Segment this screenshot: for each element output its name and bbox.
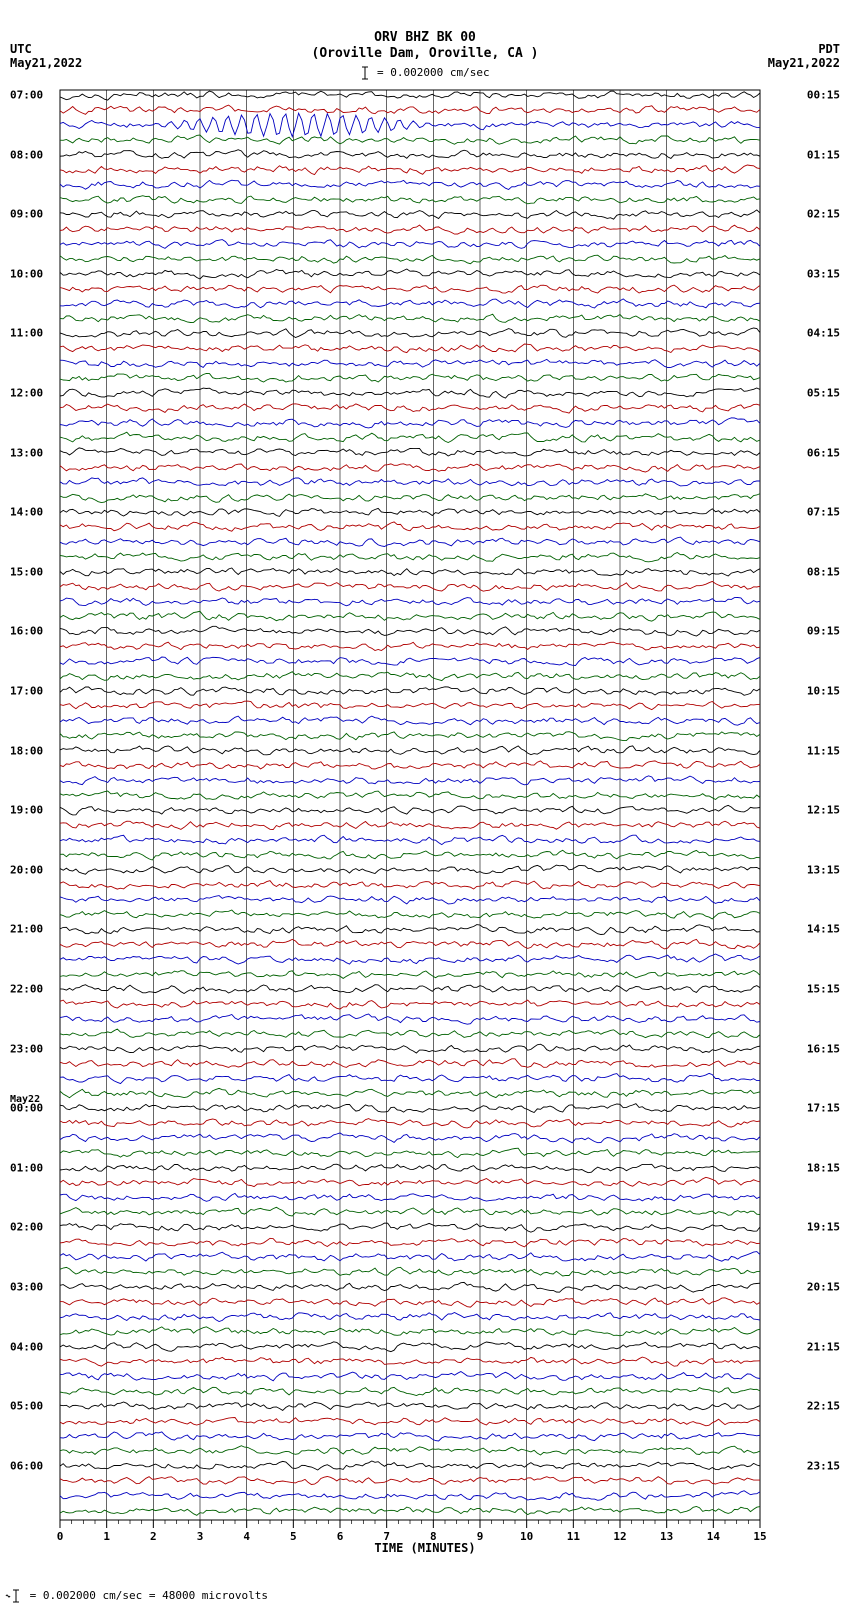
pdt-time-label: 22:15 bbox=[807, 1400, 840, 1413]
utc-time-label: 14:00 bbox=[10, 506, 43, 519]
pdt-time-label: 01:15 bbox=[807, 148, 840, 161]
utc-time-label: 06:00 bbox=[10, 1459, 43, 1472]
utc-time-label: 15:00 bbox=[10, 565, 43, 578]
pdt-time-label: 07:15 bbox=[807, 506, 840, 519]
chart-subtitle: (Oroville Dam, Oroville, CA ) bbox=[0, 46, 850, 61]
pdt-time-label: 19:15 bbox=[807, 1221, 840, 1234]
utc-time-label: 04:00 bbox=[10, 1340, 43, 1353]
utc-time-label: 17:00 bbox=[10, 685, 43, 698]
chart-title: ORV BHZ BK 00 bbox=[0, 30, 850, 45]
utc-time-label: 22:00 bbox=[10, 983, 43, 996]
seismogram-plot bbox=[60, 90, 760, 1520]
pdt-time-label: 20:15 bbox=[807, 1281, 840, 1294]
utc-time-label: 23:00 bbox=[10, 1042, 43, 1055]
pdt-time-label: 21:15 bbox=[807, 1340, 840, 1353]
utc-time-label: 18:00 bbox=[10, 744, 43, 757]
pdt-time-label: 05:15 bbox=[807, 387, 840, 400]
pdt-time-label: 12:15 bbox=[807, 804, 840, 817]
utc-time-label: 13:00 bbox=[10, 446, 43, 459]
pdt-time-label: 15:15 bbox=[807, 983, 840, 996]
utc-time-label: 19:00 bbox=[10, 804, 43, 817]
pdt-time-label: 09:15 bbox=[807, 625, 840, 638]
pdt-time-label: 13:15 bbox=[807, 863, 840, 876]
x-axis-label: TIME (MINUTES) bbox=[0, 1541, 850, 1555]
footer-scale: = 0.002000 cm/sec = 48000 microvolts bbox=[5, 1589, 268, 1603]
seismogram-container: UTC May21,2022 PDT May21,2022 ORV BHZ BK… bbox=[0, 0, 850, 1613]
pdt-time-label: 18:15 bbox=[807, 1161, 840, 1174]
pdt-time-label: 16:15 bbox=[807, 1042, 840, 1055]
utc-time-label: 21:00 bbox=[10, 923, 43, 936]
utc-time-label: 07:00 bbox=[10, 89, 43, 102]
pdt-time-label: 06:15 bbox=[807, 446, 840, 459]
utc-time-label: 08:00 bbox=[10, 148, 43, 161]
pdt-time-label: 00:15 bbox=[807, 89, 840, 102]
pdt-time-label: 08:15 bbox=[807, 565, 840, 578]
utc-time-label: 05:00 bbox=[10, 1400, 43, 1413]
pdt-time-label: 14:15 bbox=[807, 923, 840, 936]
utc-time-label: 10:00 bbox=[10, 267, 43, 280]
pdt-time-label: 11:15 bbox=[807, 744, 840, 757]
utc-time-label: 12:00 bbox=[10, 387, 43, 400]
pdt-time-label: 03:15 bbox=[807, 267, 840, 280]
utc-time-label: 16:00 bbox=[10, 625, 43, 638]
pdt-time-label: 17:15 bbox=[807, 1102, 840, 1115]
utc-time-label: 20:00 bbox=[10, 863, 43, 876]
scale-label: = 0.002000 cm/sec bbox=[0, 66, 850, 80]
pdt-time-label: 10:15 bbox=[807, 685, 840, 698]
pdt-time-label: 23:15 bbox=[807, 1459, 840, 1472]
utc-time-label: 11:00 bbox=[10, 327, 43, 340]
utc-time-label: 02:00 bbox=[10, 1221, 43, 1234]
utc-time-label: 03:00 bbox=[10, 1281, 43, 1294]
pdt-time-label: 02:15 bbox=[807, 208, 840, 221]
pdt-time-label: 04:15 bbox=[807, 327, 840, 340]
date-marker: May22 bbox=[10, 1094, 40, 1105]
utc-time-label: 09:00 bbox=[10, 208, 43, 221]
utc-time-label: 01:00 bbox=[10, 1161, 43, 1174]
